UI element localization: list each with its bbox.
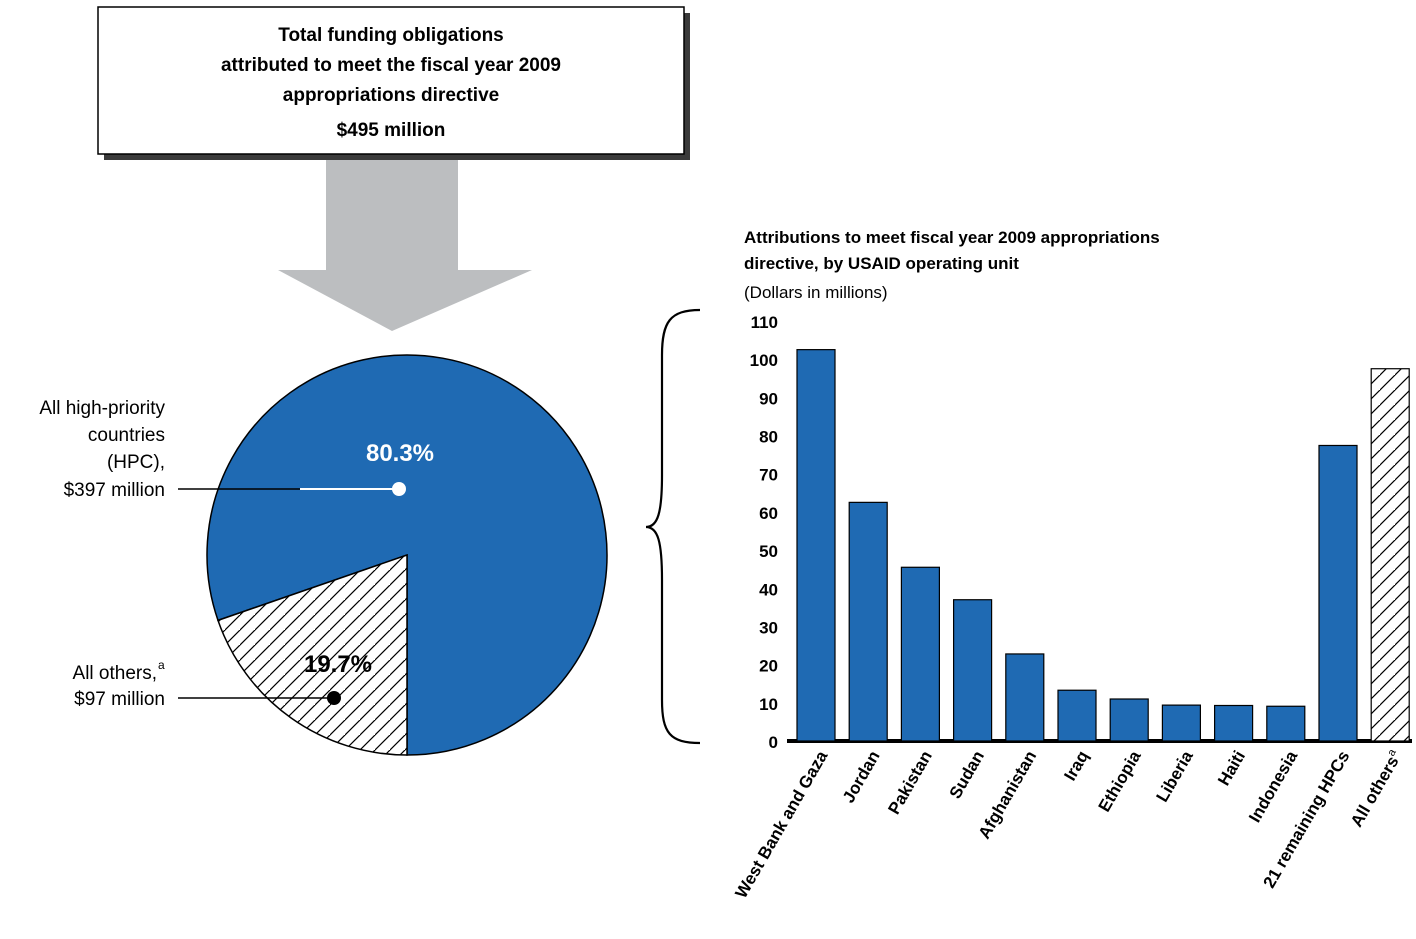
bar-chart-subtitle: (Dollars in millions) <box>744 283 888 302</box>
summary-line-3: appropriations directive <box>283 85 499 106</box>
y-tick-label: 10 <box>759 695 778 714</box>
x-tick-label: Iraq <box>1060 748 1092 785</box>
x-tick-label: Liberia <box>1153 747 1198 805</box>
bar-chart-title-line-2: directive, by USAID operating unit <box>744 254 1019 273</box>
x-tick-superscript: a <box>1385 746 1399 758</box>
bar-chart: 0 10 20 30 40 50 60 70 80 90 100 110 West Bank and G… <box>732 313 1412 902</box>
hpc-label-line-2: countries <box>88 425 165 446</box>
x-tick-label: Haiti <box>1214 748 1249 789</box>
y-tick-label: 40 <box>759 580 778 599</box>
bar-iraq <box>1058 690 1096 741</box>
others-label-superscript: a <box>158 658 165 672</box>
y-tick-label: 70 <box>759 466 778 485</box>
y-tick-label: 20 <box>759 657 778 676</box>
bar-west-bank-and-gaza <box>797 350 835 741</box>
down-arrow-icon <box>278 160 532 331</box>
x-tick-label: Ethiopia <box>1095 747 1145 815</box>
bar-all-others <box>1371 369 1409 741</box>
x-tick-label: Sudan <box>946 748 988 802</box>
curly-brace <box>646 310 700 743</box>
others-leader-dot <box>327 691 341 705</box>
summary-amount: $495 million <box>337 120 446 141</box>
x-tick-label: Jordan <box>839 748 884 807</box>
y-tick-label: 50 <box>759 542 778 561</box>
y-tick-label: 80 <box>759 428 778 447</box>
summary-line-2: attributed to meet the fiscal year 2009 <box>221 55 561 76</box>
others-label-line-1: All others, <box>73 663 157 684</box>
x-tick-label: Indonesia <box>1245 747 1301 826</box>
others-label-line-2: $97 million <box>74 689 165 710</box>
bar-afghanistan <box>1006 654 1044 741</box>
bar-haiti <box>1215 705 1253 741</box>
hpc-label-line-3: (HPC), <box>107 452 165 473</box>
x-tick-label: Pakistan <box>884 748 935 818</box>
bar-chart-title-line-1: Attributions to meet fiscal year 2009 ap… <box>744 228 1160 247</box>
hpc-percent-label: 80.3% <box>366 440 434 467</box>
hpc-label-line-1: All high-priority <box>39 398 165 419</box>
summary-box: Total funding obligations attributed to … <box>98 7 690 160</box>
y-tick-label: 30 <box>759 618 778 637</box>
y-tick-label: 100 <box>750 351 778 370</box>
y-tick-label: 90 <box>759 389 778 408</box>
bar-liberia <box>1162 705 1200 741</box>
x-tick-label: All othersa <box>1346 746 1406 830</box>
summary-line-1: Total funding obligations <box>278 25 504 46</box>
hpc-leader-dot <box>392 482 406 496</box>
hpc-label-line-4: $397 million <box>64 480 165 501</box>
y-tick-label: 0 <box>769 733 778 752</box>
y-tick-label: 60 <box>759 504 778 523</box>
bar-sudan <box>954 600 992 741</box>
others-percent-label: 19.7% <box>304 651 372 678</box>
bar-ethiopia <box>1110 699 1148 741</box>
bar-jordan <box>849 502 887 741</box>
bar-indonesia <box>1267 706 1305 741</box>
pie-chart <box>207 355 607 755</box>
x-tick-label: West Bank and Gaza <box>732 747 832 902</box>
bar-21-remaining-hpcs <box>1319 445 1357 741</box>
bar-pakistan <box>901 567 939 741</box>
y-tick-label: 110 <box>751 313 778 332</box>
